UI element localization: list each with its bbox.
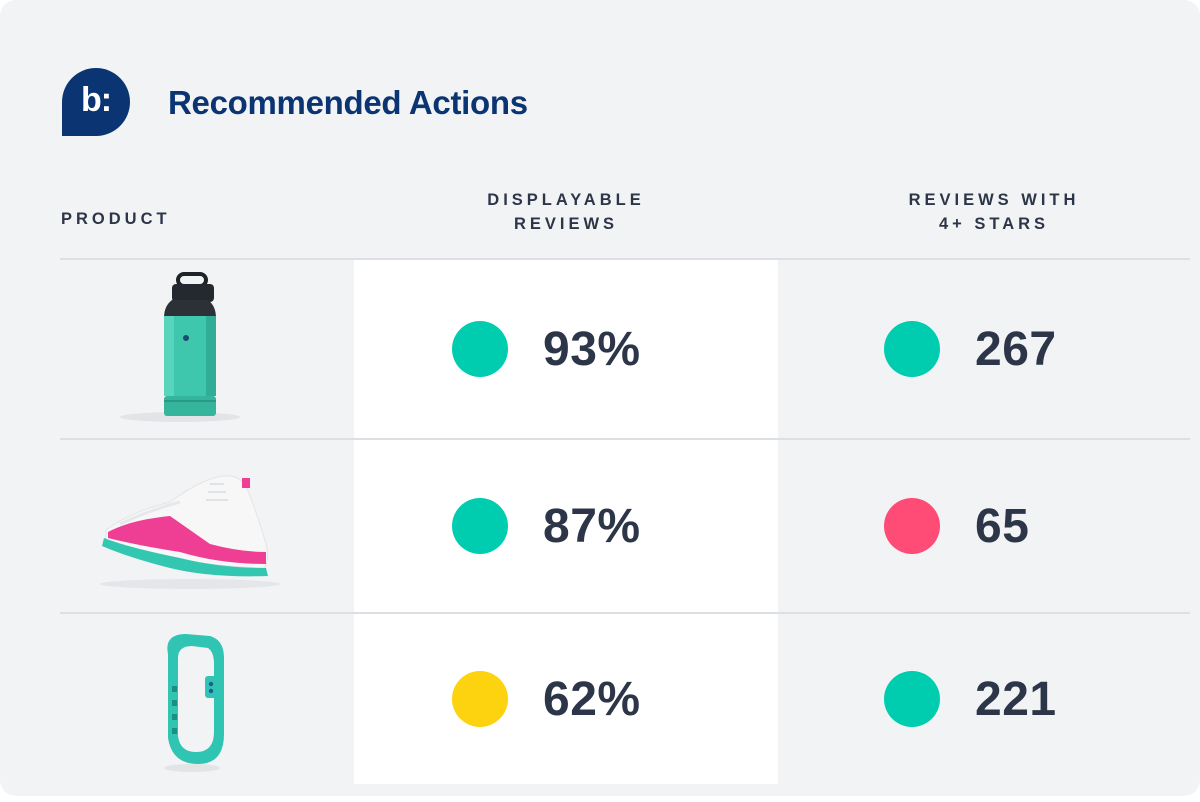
displayable-reviews-value: 93% xyxy=(543,322,641,376)
four-star-reviews-value: 65 xyxy=(975,499,1030,553)
four-star-reviews-cell: 267 xyxy=(884,260,1057,438)
row-divider xyxy=(60,438,1190,440)
status-dot xyxy=(884,498,940,554)
page-title: Recommended Actions xyxy=(168,84,528,121)
brand-logo-text: b: xyxy=(80,81,112,119)
displayable-reviews-cell: 93% xyxy=(452,260,641,438)
row-divider xyxy=(60,612,1190,614)
status-dot xyxy=(452,498,508,554)
displayable-reviews-value: 87% xyxy=(543,499,641,553)
displayable-reviews-cell: 87% xyxy=(452,440,641,612)
fitness-band-icon xyxy=(60,614,350,784)
sneaker-icon xyxy=(60,440,350,612)
column-header-reviews-4-stars: REVIEWS WITH 4+ STARS xyxy=(778,188,1200,236)
displayable-reviews-value: 62% xyxy=(543,672,641,726)
table-row[interactable]: 62% 221 xyxy=(0,614,1200,784)
table-row[interactable]: 87% 65 xyxy=(0,440,1200,612)
column-header-line: DISPLAYABLE xyxy=(487,191,645,209)
column-header-line: 4+ STARS xyxy=(938,215,1050,233)
four-star-reviews-value: 221 xyxy=(975,672,1057,726)
column-header-product: PRODUCT xyxy=(61,210,171,228)
column-header-line: REVIEWS WITH xyxy=(908,191,1080,209)
column-header-line: REVIEWS xyxy=(513,215,619,233)
water-bottle-icon xyxy=(60,260,350,438)
four-star-reviews-cell: 221 xyxy=(884,614,1057,784)
row-divider xyxy=(60,258,1190,260)
status-dot xyxy=(452,321,508,377)
brand-logo: b: xyxy=(62,68,130,136)
displayable-column-highlight xyxy=(354,260,778,784)
status-dot xyxy=(452,671,508,727)
column-header-displayable-reviews: DISPLAYABLE REVIEWS xyxy=(354,188,778,236)
four-star-reviews-cell: 65 xyxy=(884,440,1029,612)
status-dot xyxy=(884,671,940,727)
table-row[interactable]: 93% 267 xyxy=(0,260,1200,438)
status-dot xyxy=(884,321,940,377)
four-star-reviews-value: 267 xyxy=(975,322,1057,376)
displayable-reviews-cell: 62% xyxy=(452,614,641,784)
